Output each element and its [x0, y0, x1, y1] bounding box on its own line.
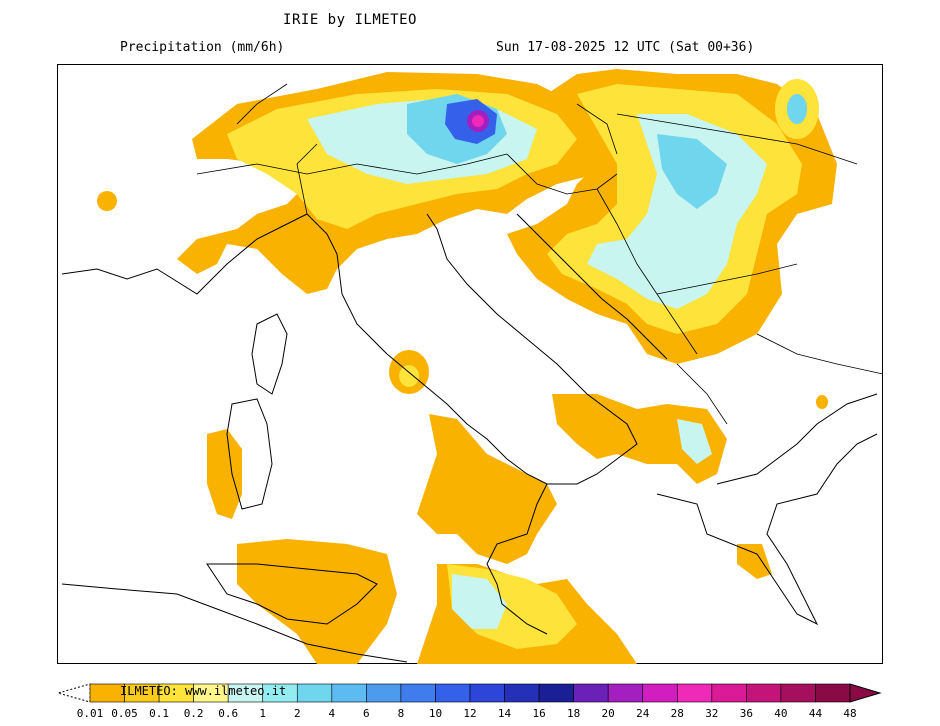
scale-tick-label: 0.6 — [218, 707, 239, 720]
scale-swatch — [815, 683, 851, 703]
scale-tick-label: 10 — [428, 707, 443, 720]
scale-swatch — [746, 683, 782, 703]
scale-tick-label: 16 — [532, 707, 546, 720]
scale-tick-label: 20 — [601, 707, 615, 720]
scale-tick-label: 44 — [808, 707, 823, 720]
scale-swatch — [780, 683, 816, 703]
scale-left-arrow — [56, 683, 91, 703]
color-scale-bar — [56, 683, 882, 703]
scale-tick-label: 0.2 — [183, 707, 204, 720]
scale-swatch — [711, 683, 747, 703]
scale-swatch — [296, 683, 333, 703]
scale-right-arrow — [849, 683, 882, 703]
scale-tick-label: 0.01 — [76, 707, 104, 720]
scale-tick-label: 4 — [328, 707, 336, 720]
credit-text: ILMETEO: www.ilmeteo.it — [120, 684, 287, 698]
rain-field-balkans — [507, 69, 837, 364]
scale-tick-label: 48 — [843, 707, 857, 720]
country-borders — [196, 83, 883, 425]
scale-swatch — [573, 683, 609, 703]
scale-tick-label: 18 — [567, 707, 581, 720]
scale-tick-label: 40 — [774, 707, 788, 720]
scale-tick-label: 0.05 — [111, 707, 138, 720]
scale-swatch — [366, 683, 402, 703]
valid-time-label: Sun 17-08-2025 12 UTC (Sat 00+36) — [496, 40, 755, 55]
scale-swatch — [538, 683, 574, 703]
scale-tick-label: 0.1 — [149, 707, 170, 720]
scale-tick-label: 12 — [463, 707, 477, 720]
rain-field-alps — [177, 72, 617, 294]
rain-field-south — [97, 191, 828, 664]
precipitation-map — [57, 64, 883, 664]
scale-swatch — [469, 683, 505, 703]
scale-tick-label: 24 — [636, 707, 650, 720]
scale-tick-label: 2 — [293, 707, 301, 720]
scale-swatch — [504, 683, 540, 703]
coastlines — [61, 213, 878, 663]
scale-tick-label: 8 — [397, 707, 405, 720]
chart-title: IRIE by ILMETEO — [283, 12, 417, 28]
scale-swatch — [331, 683, 367, 703]
scale-tick-label: 6 — [363, 707, 370, 720]
variable-label: Precipitation (mm/6h) — [120, 40, 285, 55]
scale-swatch — [607, 683, 644, 703]
scale-tick-label: 1 — [259, 707, 267, 720]
scale-swatch — [400, 683, 436, 703]
scale-tick-label: 32 — [705, 707, 719, 720]
scale-tick-label: 14 — [497, 707, 512, 720]
scale-tick-label: 28 — [670, 707, 684, 720]
scale-tick-label: 36 — [739, 707, 753, 720]
scale-swatch — [435, 683, 471, 703]
scale-swatch — [676, 683, 713, 703]
scale-swatch — [642, 683, 678, 703]
